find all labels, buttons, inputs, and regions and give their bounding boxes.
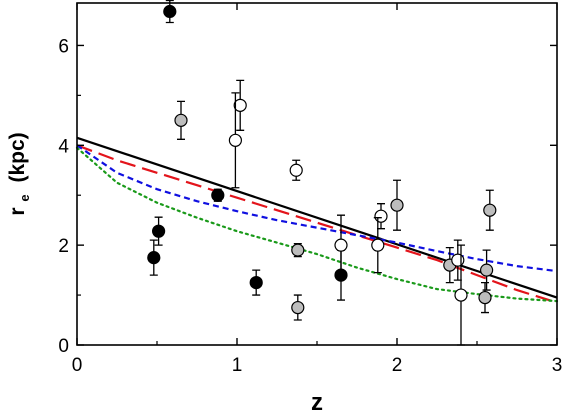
y-axis-label-unit: (kpc) [6, 132, 29, 182]
y-tick-label: 2 [58, 236, 69, 257]
marker-filled-black [152, 224, 166, 238]
x-tick-label: 2 [392, 355, 403, 376]
model-curve-dotted [75, 146, 559, 303]
marker-gray [291, 300, 305, 315]
marker-open [454, 288, 468, 302]
data-point-gray [480, 249, 494, 291]
marker-open [374, 209, 388, 223]
data-points [147, 0, 497, 346]
data-point-filled-black [163, 0, 177, 24]
data-point-filled-black [152, 216, 166, 246]
data-point-open [334, 214, 348, 276]
marker-gray [291, 243, 305, 257]
data-point-gray [478, 281, 492, 314]
y-tick-label: 6 [58, 36, 69, 57]
data-point-filled-black [249, 269, 263, 296]
model-curves [75, 136, 559, 304]
data-point-open [374, 203, 388, 230]
model-curve-long-dash [76, 144, 558, 304]
data-point-filled-black [211, 188, 225, 202]
data-point-gray [291, 294, 305, 321]
marker-filled-black [211, 188, 225, 202]
marker-open [451, 253, 465, 267]
marker-open [228, 133, 242, 147]
marker-gray [480, 263, 494, 277]
marker-filled-black [147, 251, 161, 265]
x-tick-label: 0 [72, 355, 83, 376]
data-point-open [451, 239, 465, 281]
x-tick-label: 3 [552, 355, 563, 376]
marker-open [289, 163, 303, 177]
data-point-open [289, 159, 303, 181]
marker-open [233, 98, 247, 112]
marker-gray [390, 198, 404, 212]
marker-filled-black [249, 275, 263, 290]
y-axis-label-subscript: e [17, 194, 32, 201]
x-axis-label: z [311, 389, 323, 414]
y-axis-label-main: r [6, 207, 29, 215]
data-point-gray [291, 242, 305, 258]
y-tick-label: 4 [58, 136, 69, 157]
data-point-gray [390, 179, 404, 231]
data-point-open [233, 79, 247, 131]
marker-gray [483, 203, 497, 217]
marker-gray [174, 113, 188, 127]
data-point-open [228, 92, 242, 189]
marker-filled-black [163, 4, 177, 19]
model-curve-solid [76, 136, 558, 299]
y-tick-label: 0 [58, 336, 69, 357]
data-point-gray [174, 100, 188, 140]
data-point-filled-black [147, 239, 161, 276]
axis-ticks: 0 1 2 3 0 2 4 6 [58, 3, 562, 376]
data-point-gray [483, 189, 497, 231]
marker-open [371, 238, 385, 252]
x-tick-label: 1 [232, 355, 243, 376]
y-axis-label: r e (kpc) [6, 132, 34, 215]
model-curve-short-dash [76, 144, 558, 273]
marker-open [334, 238, 348, 252]
data-point-open [371, 217, 385, 274]
marker-gray [478, 290, 492, 305]
